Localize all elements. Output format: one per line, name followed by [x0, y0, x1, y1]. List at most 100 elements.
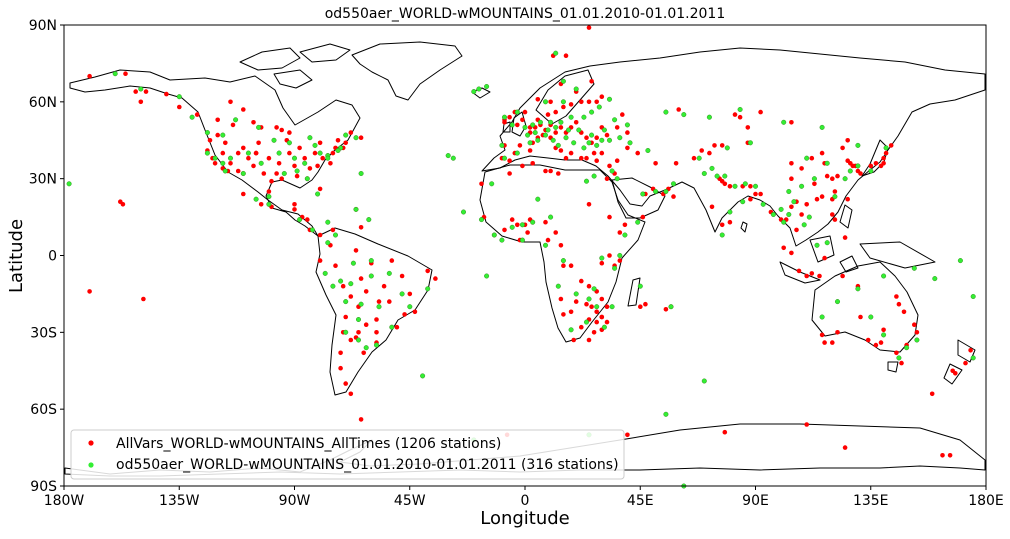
station-point-od550aer-7: [227, 155, 233, 161]
station-point-allvars-168: [563, 53, 569, 58]
station-point-allvars-201: [568, 309, 574, 315]
station-point-allvars-216: [556, 171, 561, 176]
station-point-od550aer-183: [281, 170, 287, 176]
station-point-allvars-300: [804, 273, 809, 279]
station-point-od550aer-70: [502, 155, 508, 161]
station-point-allvars-228: [640, 214, 646, 220]
station-point-od550aer-13: [317, 150, 323, 156]
station-point-allvars-330: [358, 417, 364, 422]
station-point-od550aer-23: [366, 217, 372, 223]
station-point-allvars-340: [87, 73, 92, 79]
station-point-allvars-194: [579, 324, 584, 330]
station-point-od550aer-111: [701, 170, 707, 176]
station-point-od550aer-5: [204, 130, 210, 136]
station-point-allvars-44: [261, 171, 267, 176]
station-point-allvars-169: [586, 25, 592, 30]
station-point-od550aer-119: [727, 209, 733, 215]
y-tick-label-3: 0: [48, 249, 57, 265]
station-point-od550aer-29: [358, 301, 364, 307]
station-point-od550aer-159: [325, 219, 331, 225]
station-point-allvars-15: [330, 150, 336, 156]
station-point-allvars-215: [586, 202, 592, 207]
station-point-allvars-185: [561, 263, 566, 269]
station-point-allvars-217: [507, 171, 512, 176]
station-point-allvars-190: [599, 296, 605, 302]
station-point-od550aer-132: [842, 176, 848, 182]
station-point-allvars-322: [963, 360, 968, 366]
station-point-od550aer-97: [558, 119, 564, 125]
x-axis-ticks: 180W 135W 90W 45W 0 45E 90E 135E 180E: [44, 486, 1004, 509]
station-point-od550aer-77: [563, 135, 569, 141]
station-point-od550aer-205: [356, 337, 362, 343]
station-point-allvars-27: [287, 150, 292, 156]
station-point-od550aer-109: [560, 78, 566, 84]
station-point-allvars-94: [138, 99, 144, 105]
station-point-od550aer-76: [555, 142, 561, 148]
station-point-allvars-314: [912, 322, 917, 328]
station-point-allvars-76: [407, 291, 413, 297]
station-point-od550aer-45: [530, 219, 536, 225]
station-point-od550aer-189: [502, 114, 508, 120]
station-point-od550aer-177: [325, 155, 331, 161]
station-point-allvars-102: [215, 117, 220, 123]
station-point-od550aer-192: [499, 142, 505, 148]
station-point-allvars-279: [830, 176, 835, 181]
station-point-allvars-61: [348, 294, 354, 299]
station-point-allvars-8: [274, 171, 279, 176]
station-point-allvars-176: [502, 227, 507, 233]
station-point-od550aer-50: [586, 296, 592, 302]
station-point-od550aer-186: [307, 135, 313, 141]
station-point-allvars-34: [269, 178, 274, 184]
station-point-allvars-154: [545, 112, 551, 117]
station-point-od550aer-148: [881, 332, 887, 338]
station-point-allvars-156: [561, 104, 566, 110]
station-point-allvars-252: [727, 219, 733, 225]
station-point-od550aer-127: [801, 222, 807, 228]
station-point-allvars-117: [563, 155, 569, 161]
station-point-allvars-353: [266, 189, 272, 194]
station-point-od550aer-33: [343, 329, 349, 335]
station-point-od550aer-168: [519, 222, 525, 228]
station-point-allvars-253: [748, 196, 753, 202]
station-point-allvars-105: [194, 112, 200, 117]
station-point-allvars-213: [607, 214, 612, 220]
station-point-od550aer-83: [617, 135, 623, 141]
station-point-allvars-121: [591, 150, 597, 156]
station-point-allvars-134: [558, 125, 564, 130]
station-point-od550aer-0: [66, 181, 72, 187]
station-point-allvars-202: [561, 312, 566, 317]
station-point-od550aer-65: [671, 181, 677, 187]
station-point-od550aer-1: [112, 71, 118, 77]
station-point-od550aer-122: [770, 211, 776, 217]
station-point-od550aer-151: [835, 299, 841, 305]
station-point-allvars-145: [620, 112, 625, 117]
station-point-allvars-274: [812, 181, 817, 187]
station-point-od550aer-108: [553, 50, 559, 56]
station-point-od550aer-22: [353, 206, 359, 212]
station-point-allvars-32: [228, 161, 233, 166]
station-point-allvars-280: [835, 173, 840, 179]
station-point-allvars-186: [568, 263, 574, 269]
station-point-od550aer-156: [911, 265, 917, 271]
station-point-od550aer-126: [791, 199, 797, 205]
station-point-allvars-243: [691, 155, 697, 161]
station-point-allvars-53: [258, 202, 264, 207]
station-point-od550aer-8: [245, 150, 251, 156]
station-point-allvars-351: [305, 217, 310, 222]
station-point-od550aer-78: [571, 140, 577, 146]
station-point-od550aer-53: [584, 319, 590, 325]
station-point-od550aer-36: [368, 273, 374, 279]
station-point-allvars-37: [294, 173, 300, 179]
station-point-allvars-65: [361, 350, 367, 356]
station-point-od550aer-116: [753, 183, 759, 189]
y-tick-label-0: 90N: [29, 18, 57, 34]
station-point-od550aer-137: [804, 155, 810, 161]
station-point-allvars-187: [579, 278, 584, 284]
station-points: [66, 25, 976, 489]
y-tick-label-5: 60S: [30, 402, 57, 418]
station-point-allvars-230: [643, 301, 648, 307]
station-point-allvars-69: [338, 350, 343, 356]
station-point-od550aer-179: [212, 155, 218, 161]
station-point-allvars-342: [253, 150, 259, 156]
legend-marker-od550aer: [88, 462, 94, 468]
